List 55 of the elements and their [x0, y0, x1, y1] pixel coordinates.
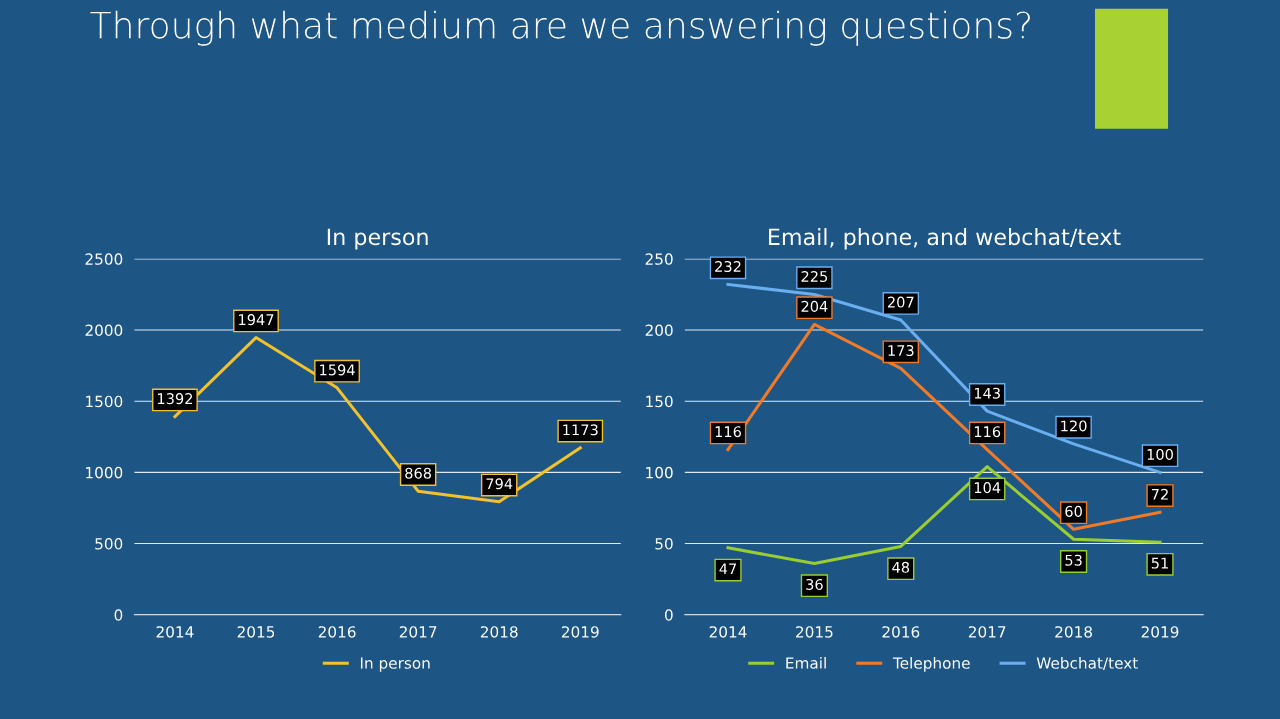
data-label: 232	[715, 261, 741, 273]
x-tick-label: 2016	[318, 626, 356, 638]
data-label: 36	[806, 578, 823, 590]
x-tick-label: 2017	[399, 626, 437, 638]
data-label: 1947	[239, 314, 274, 326]
data-label: 1392	[157, 393, 193, 405]
x-tick-label: 2018	[480, 626, 518, 638]
y-tick-label: 200	[645, 324, 673, 337]
x-tick-label: 2015	[796, 626, 833, 638]
legend-label: In person	[360, 657, 430, 672]
data-label: 51	[1151, 557, 1168, 569]
data-label: 48	[892, 561, 910, 573]
data-label: 116	[715, 426, 741, 438]
y-tick-label: 1500	[86, 395, 123, 408]
y-tick-label: 50	[655, 538, 673, 550]
text: Through what medium are we answering questions?	[90, 10, 1030, 46]
x-tick-label: 2016	[882, 626, 920, 638]
data-label: 100	[1147, 448, 1173, 460]
data-label: 207	[887, 296, 914, 308]
legend-label: Telephone	[892, 656, 970, 672]
y-tick-label: 0	[664, 609, 673, 621]
data-label: 53	[1065, 554, 1082, 566]
legend-label: Webchat/text	[1036, 656, 1138, 670]
data-label: 47	[719, 563, 737, 575]
y-tick-label: 100	[646, 466, 673, 479]
x-tick-label: 2019	[561, 626, 599, 638]
y-tick-label: 0	[114, 609, 123, 621]
data-label: 868	[405, 467, 432, 479]
data-label: 225	[801, 270, 828, 282]
data-label: 116	[974, 426, 1001, 438]
y-tick-label: 150	[646, 395, 673, 408]
y-tick-label: 2000	[85, 324, 123, 337]
x-tick-label: 2014	[156, 626, 194, 638]
data-label: 1594	[320, 364, 355, 376]
x-tick-label: 2014	[709, 626, 747, 638]
x-tick-label: 2015	[237, 626, 275, 638]
x-tick-label: 2017	[968, 626, 1006, 638]
chart-title: Email, phone, and webchat/text	[769, 228, 1121, 250]
data-label: 104	[974, 482, 1001, 494]
y-tick-label: 250	[645, 253, 673, 265]
data-label: 143	[974, 387, 1000, 399]
chart-title: In person	[327, 228, 428, 250]
data-label: 794	[486, 478, 513, 490]
legend-label: Email	[786, 656, 826, 669]
x-tick-label: 2019	[1141, 626, 1179, 638]
data-label: 120	[1061, 420, 1087, 432]
data-label: 173	[888, 344, 914, 357]
data-label: 204	[801, 300, 828, 312]
y-tick-label: 1000	[86, 466, 123, 479]
y-tick-label: 500	[95, 538, 123, 550]
data-label: 72	[1151, 488, 1168, 500]
data-label: 60	[1065, 505, 1082, 517]
x-tick-label: 2018	[1055, 626, 1092, 638]
data-label: 1173	[563, 424, 598, 436]
y-tick-label: 2500	[85, 253, 123, 265]
